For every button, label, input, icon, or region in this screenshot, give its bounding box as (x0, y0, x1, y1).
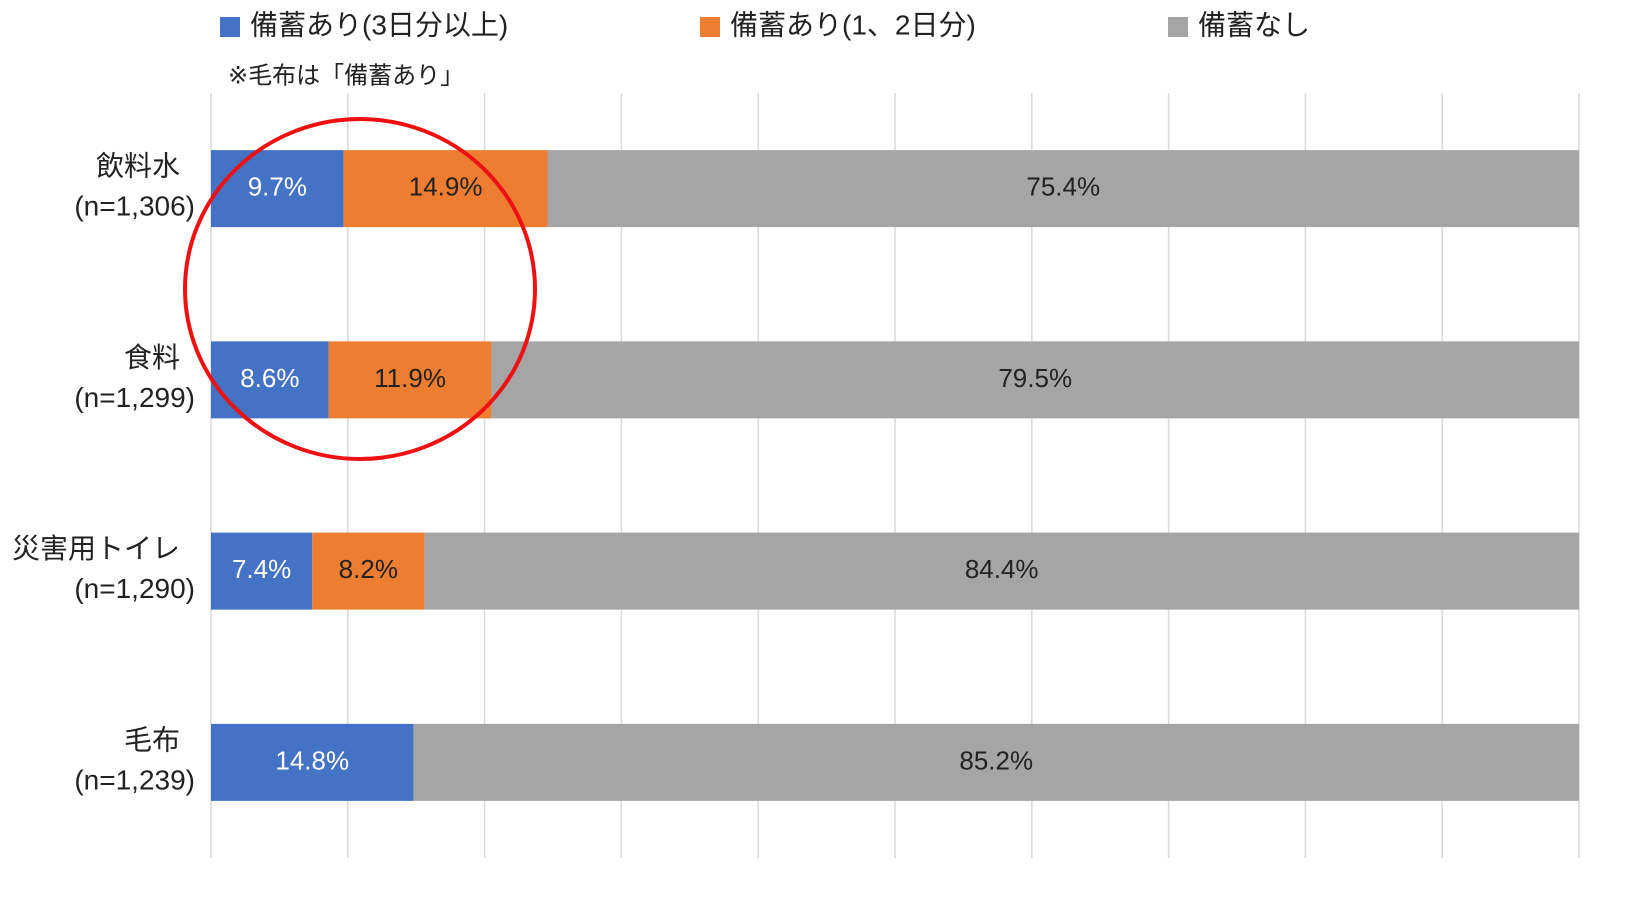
legend-swatch (220, 17, 240, 37)
bar-segment (328, 341, 492, 419)
legend-label: 備蓄あり(3日分以上) (250, 9, 508, 40)
y-tick-label: 毛布(n=1,239) (74, 725, 195, 796)
data-label: 7.4% (232, 554, 291, 584)
legend-swatch (1168, 17, 1188, 37)
bar-segment (413, 723, 1579, 801)
data-label: 84.4% (965, 554, 1039, 584)
data-label: 14.8% (275, 745, 349, 775)
bar-segment (211, 532, 313, 610)
y-tick-label: 食料(n=1,299) (74, 342, 195, 413)
legend-swatch (700, 17, 720, 37)
bar-segment (211, 150, 344, 228)
y-tick-label: 飲料水(n=1,306) (74, 151, 195, 222)
legend-label: 備蓄あり(1、2日分) (730, 9, 976, 40)
data-label: 11.9% (374, 363, 446, 393)
data-label: 8.2% (339, 554, 398, 584)
data-label: 8.6% (240, 363, 299, 393)
data-label: 14.9% (409, 172, 483, 202)
bar-segment (343, 150, 548, 228)
bar-segment (211, 723, 414, 801)
data-label: 85.2% (959, 745, 1033, 775)
annotation: ※毛布は「備蓄あり」 (228, 62, 464, 89)
legend-label: 備蓄なし (1198, 9, 1310, 40)
bar-segment (312, 532, 425, 610)
bar-segment (424, 532, 1580, 610)
data-label: 79.5% (998, 363, 1072, 393)
y-tick-label: 災害用トイレ(n=1,290) (12, 534, 195, 605)
highlight-circle (183, 117, 537, 461)
bar-segment (491, 341, 1580, 419)
data-label: 9.7% (248, 172, 307, 202)
bar-segment (547, 150, 1579, 228)
data-label: 75.4% (1026, 172, 1100, 202)
